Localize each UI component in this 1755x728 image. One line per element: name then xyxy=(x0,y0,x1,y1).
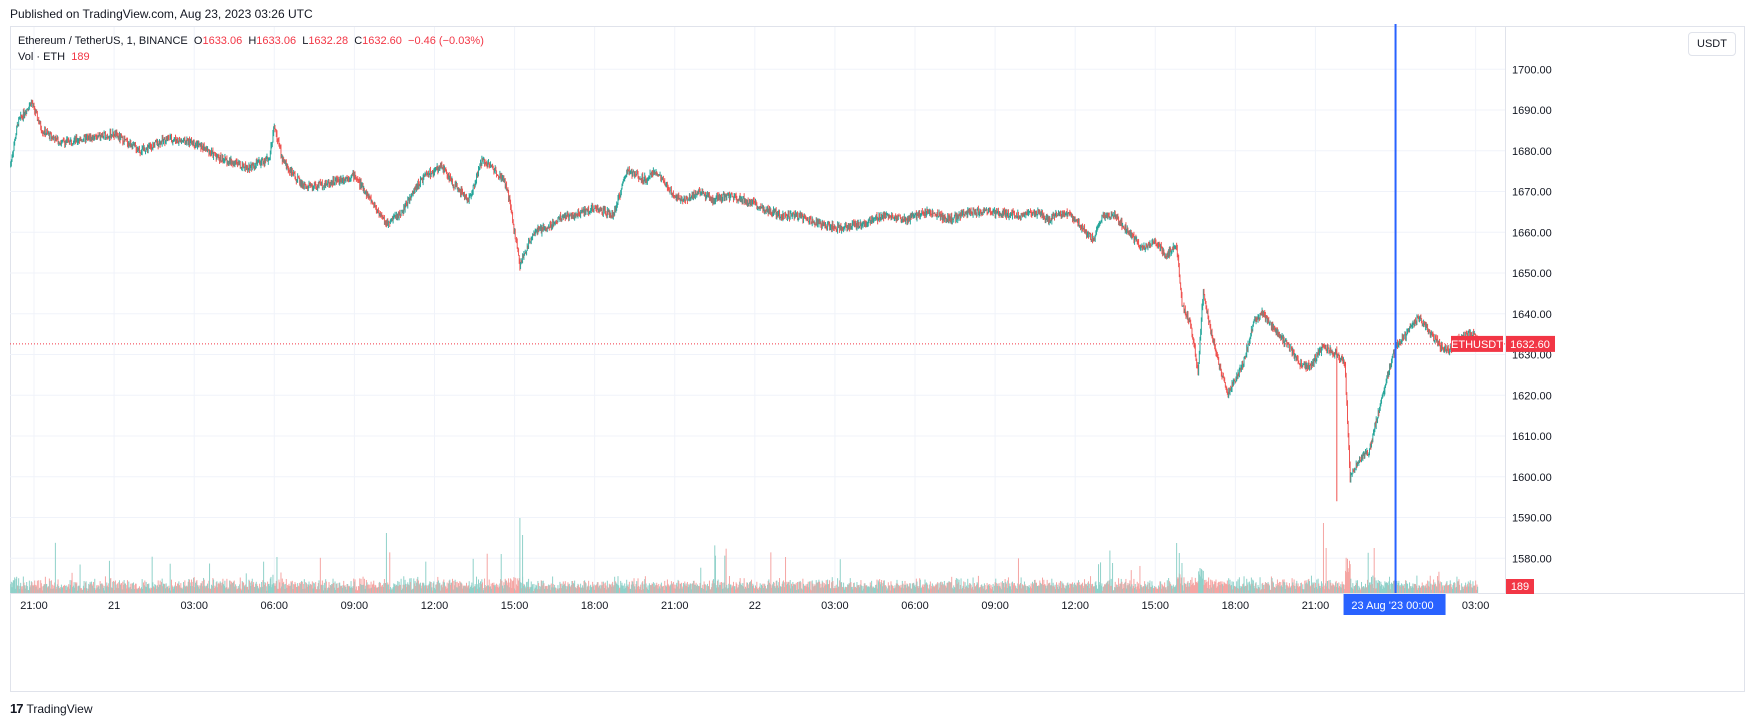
time-tick-label: 06:00 xyxy=(901,600,929,612)
price-tick-label: 1580.00 xyxy=(1512,553,1552,565)
open-value: 1633.06 xyxy=(202,35,243,47)
price-tick-label: 1640.00 xyxy=(1512,309,1552,321)
time-tick-label: 03:00 xyxy=(821,600,849,612)
currency-button[interactable]: USDT xyxy=(1688,32,1736,56)
price-tag: ETHUSDT 1632.60 xyxy=(1451,335,1555,352)
crosshair-label-bg xyxy=(1343,594,1446,615)
time-tick-label: 12:00 xyxy=(421,600,449,612)
price-axis: 1700.00 1690.00 1680.00 1670.00 1660.00 1650.… xyxy=(1512,64,1552,565)
volume-legend: Vol · ETH 189 xyxy=(18,51,90,63)
change-value: −0.46 (−0.03%) xyxy=(408,35,484,47)
time-tick-label: 22 xyxy=(749,600,761,612)
open-label: O xyxy=(193,35,203,47)
price-tick-label: 1610.00 xyxy=(1512,431,1552,443)
low-value: 1632.28 xyxy=(308,35,349,47)
price-series xyxy=(10,99,1479,502)
time-tick-label: 21:00 xyxy=(661,600,689,612)
time-tick-label: 21 xyxy=(108,600,120,612)
volume-bars xyxy=(10,518,1479,593)
price-tick-label: 1700.00 xyxy=(1512,64,1552,76)
high-value: 1633.06 xyxy=(256,35,297,47)
price-tick-label: 1600.00 xyxy=(1512,472,1552,484)
price-tag-symbol-bg xyxy=(1451,335,1503,352)
time-tick-label: 06:00 xyxy=(261,600,289,612)
time-tick-label: 15:00 xyxy=(1142,600,1170,612)
high-label: H xyxy=(248,35,257,47)
volume-tag-bg xyxy=(1506,579,1534,594)
price-tick-label: 1590.00 xyxy=(1512,513,1552,525)
chart-frame xyxy=(10,26,1745,692)
chart-grid xyxy=(10,27,1745,594)
published-caption: Published on TradingView.com, Aug 23, 20… xyxy=(10,7,313,21)
chart-overlays: ETHUSDT 1632.60 189 23 Aug '23 00:00 xyxy=(10,24,1555,615)
time-tick-label: 03:00 xyxy=(1462,600,1490,612)
price-tick-label: 1670.00 xyxy=(1512,187,1552,199)
volume-tag: 189 xyxy=(1511,581,1529,593)
time-axis: 21:00 21 03:00 06:00 09:00 12:00 15:00 18:00 21:… xyxy=(20,600,1489,612)
time-tick-label: 15:00 xyxy=(501,600,529,612)
time-tick-label: 18:00 xyxy=(581,600,609,612)
price-tag-value-bg xyxy=(1506,335,1555,352)
price-tick-label: 1650.00 xyxy=(1512,268,1552,280)
price-tick-label: 1620.00 xyxy=(1512,390,1552,402)
price-tag-symbol: ETHUSDT xyxy=(1451,339,1503,351)
time-tick-label: 21:00 xyxy=(20,600,48,612)
time-tick-label: 03:00 xyxy=(180,600,208,612)
time-tick-label: 09:00 xyxy=(341,600,369,612)
price-tick-label: 1630.00 xyxy=(1512,350,1552,362)
price-tick-label: 1680.00 xyxy=(1512,146,1552,158)
symbol-label[interactable]: Ethereum / TetherUS, 1, BINANCE xyxy=(18,35,188,47)
close-label: C xyxy=(354,35,363,47)
footer-brand[interactable]: 17 TradingView xyxy=(10,701,93,716)
time-tick-label: 21:00 xyxy=(1302,600,1330,612)
brand-name: TradingView xyxy=(26,701,93,716)
volume-value: 189 xyxy=(71,51,90,63)
low-label: L xyxy=(302,35,309,47)
tradingview-logo-icon: 17 xyxy=(10,701,24,716)
close-value: 1632.60 xyxy=(362,35,402,47)
price-tick-label: 1690.00 xyxy=(1512,105,1552,117)
price-tag-value: 1632.60 xyxy=(1510,339,1550,351)
crosshair-label: 23 Aug '23 00:00 xyxy=(1351,600,1433,612)
price-tick-label: 1660.00 xyxy=(1512,227,1552,239)
time-tick-label: 12:00 xyxy=(1061,600,1089,612)
ohlc-legend: Ethereum / TetherUS, 1, BINANCE O1633.06… xyxy=(18,35,484,47)
volume-label[interactable]: Vol · ETH xyxy=(18,51,66,63)
time-tick-label: 18:00 xyxy=(1222,600,1250,612)
time-tick-label: 09:00 xyxy=(981,600,1009,612)
